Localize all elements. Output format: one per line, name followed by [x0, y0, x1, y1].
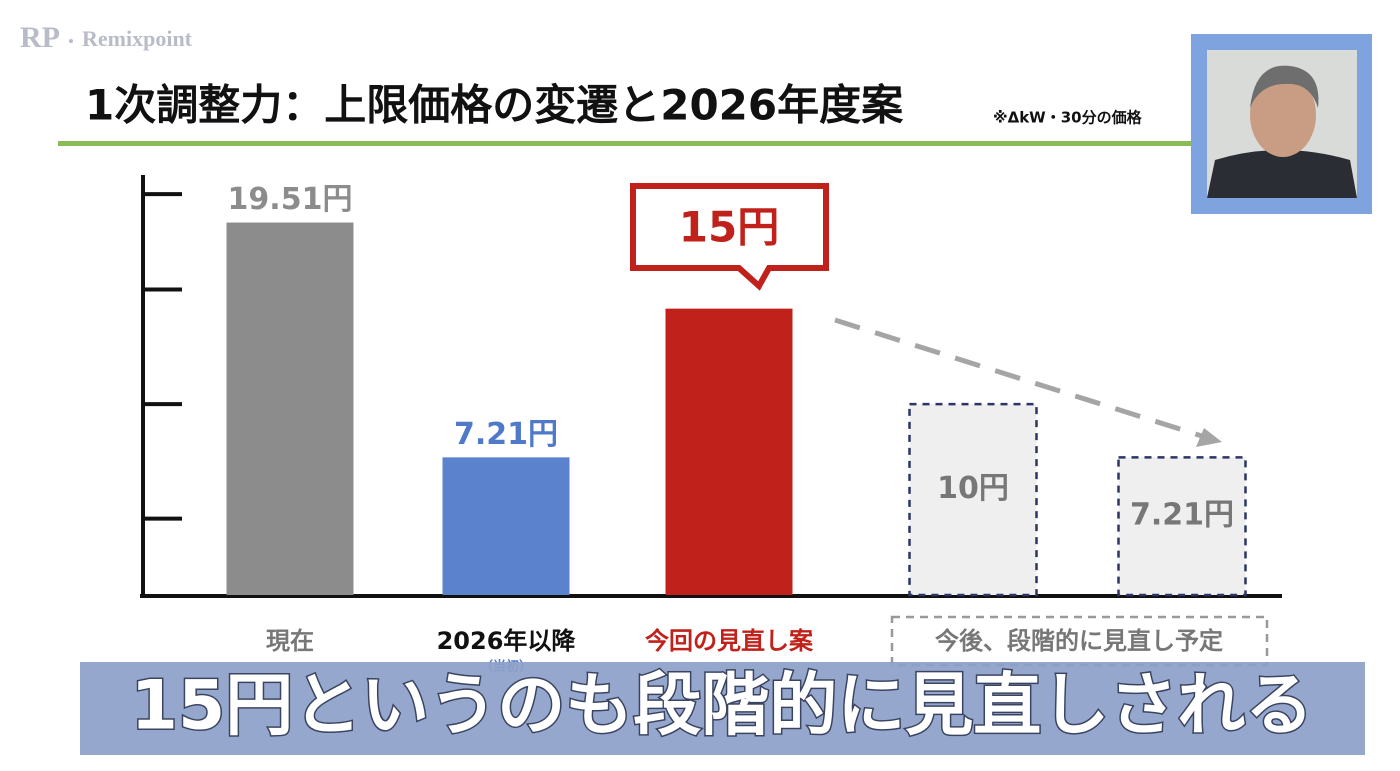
person-body: [1207, 150, 1357, 198]
bar: [442, 457, 570, 595]
logo-name: Remixpoint: [82, 26, 193, 51]
group-label: 今後、段階的に見直し予定: [935, 627, 1223, 655]
planned-bar: [908, 402, 1038, 597]
bar: [226, 222, 354, 595]
callout: [630, 183, 829, 291]
person-head: [1250, 73, 1316, 157]
plot: 19.51円現在7.21円2026年以降（当初）15円今回の見直し案10円7.2…: [143, 182, 1269, 675]
trend-arrow-head: [1196, 428, 1222, 447]
value-label: 19.51円: [228, 182, 353, 217]
value-label: 7.21円: [454, 417, 558, 452]
value-label: 15円: [679, 203, 779, 252]
title-note: ※ΔkW・30分の価格: [993, 109, 1143, 127]
logo-mark: RP: [20, 21, 60, 54]
trend-arrow: [834, 317, 1206, 440]
group-label-box: [890, 615, 1269, 667]
value-label: 10円: [937, 471, 1009, 506]
value-label: 7.21円: [1130, 498, 1234, 533]
caption: 15円というのも段階的に見直しされる: [131, 667, 1314, 746]
x-tick-label: 現在: [266, 627, 314, 655]
bar: [665, 308, 793, 595]
chart-title: 1次調整力：上限価格の変遷と2026年度案: [85, 81, 904, 130]
person-hair: [1250, 65, 1319, 108]
title-underline: [58, 141, 1191, 146]
caption-band: [80, 662, 1365, 755]
x-tick-label: 今回の見直し案: [645, 627, 814, 655]
logo-dot: [69, 39, 73, 43]
x-tick-label: 2026年以降: [437, 627, 577, 655]
planned-bar: [1117, 456, 1247, 597]
